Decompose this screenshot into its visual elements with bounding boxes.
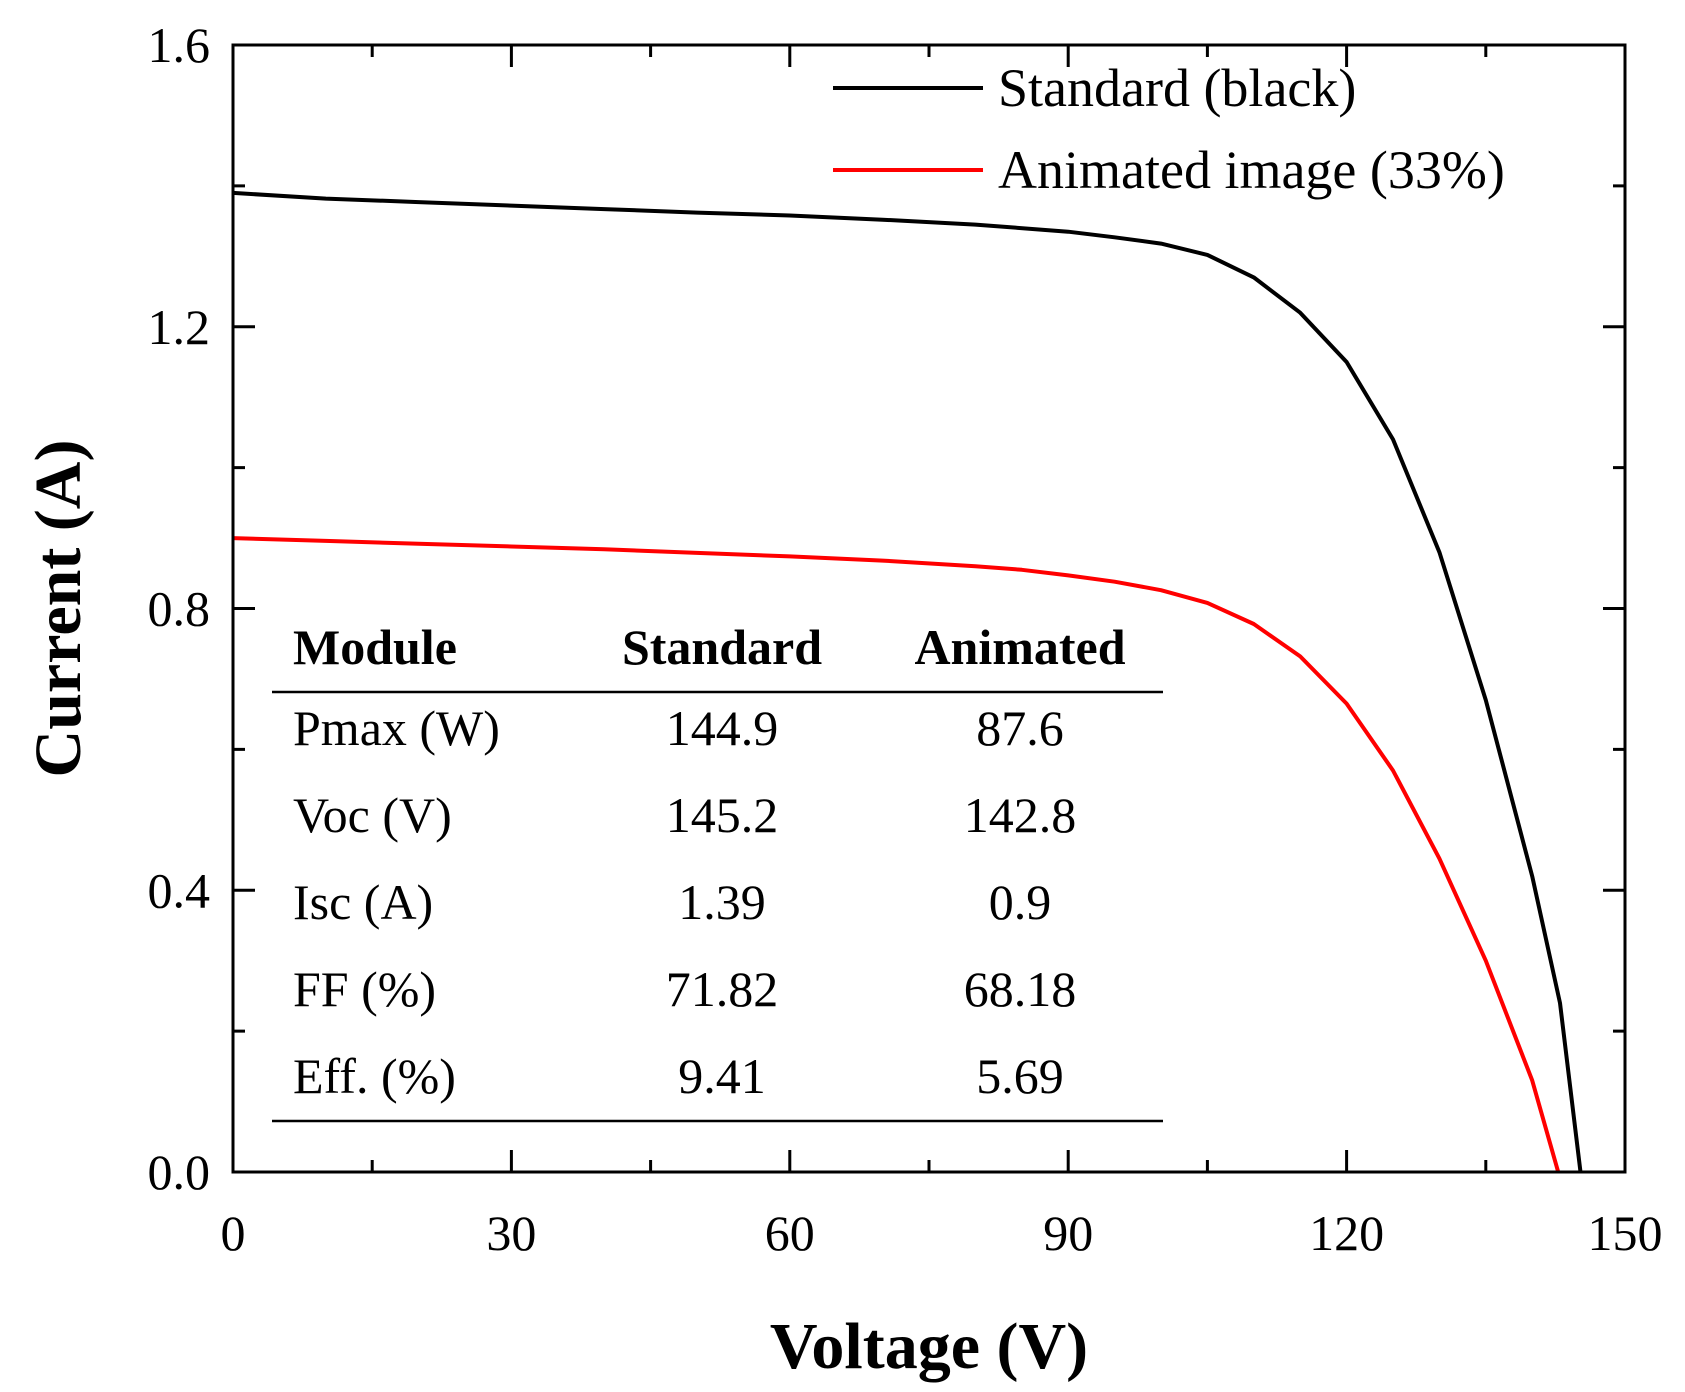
x-tick-label: 90 (1043, 1205, 1093, 1261)
table-header-cell: Standard (622, 619, 822, 675)
table-cell: 0.9 (989, 874, 1052, 930)
series-line-animated (232, 536, 1561, 1173)
table-cell: 87.6 (976, 700, 1064, 756)
x-axis: 0 30 60 90 120 150 (221, 45, 1663, 1261)
table-cell: 5.69 (976, 1048, 1064, 1104)
x-tick-label: 120 (1309, 1205, 1384, 1261)
x-tick-label: 0 (221, 1205, 246, 1261)
table-cell: Isc (A) (293, 874, 433, 930)
inset-table: Module Standard Animated Pmax (W) 144.9 87.6 V… (272, 619, 1163, 1123)
table-cell: 71.82 (666, 961, 779, 1017)
y-tick-label: 0.0 (148, 1144, 211, 1200)
y-tick-label: 0.4 (148, 862, 211, 918)
table-cell: 1.39 (678, 874, 766, 930)
table-cell: 68.18 (964, 961, 1077, 1017)
y-axis: 0.0 0.4 0.8 1.2 1.6 (148, 17, 1625, 1200)
table-cell: 145.2 (666, 787, 779, 843)
table-cell: 9.41 (678, 1048, 766, 1104)
y-axis-title: Current (A) (22, 440, 95, 778)
legend-label: Standard (black) (998, 58, 1356, 118)
legend: Standard (black) Animated image (33%) (833, 58, 1505, 200)
table-cell: 144.9 (666, 700, 779, 756)
y-tick-label: 1.2 (148, 299, 211, 355)
series-layer (232, 190, 1583, 1173)
y-tick-label: 0.8 (148, 581, 211, 637)
table-cell: 142.8 (964, 787, 1077, 843)
legend-label: Animated image (33%) (998, 140, 1505, 200)
table-header-cell: Module (293, 619, 457, 675)
plot-frame (231, 43, 1627, 1174)
y-tick-label: 1.6 (148, 17, 211, 73)
table-header-cell: Animated (914, 619, 1125, 675)
series-line-standard (232, 190, 1583, 1173)
table-cell: Pmax (W) (293, 700, 500, 756)
table-cell: FF (%) (293, 961, 436, 1017)
table-cell: Eff. (%) (293, 1048, 456, 1104)
x-tick-label: 30 (486, 1205, 536, 1261)
table-cell: Voc (V) (293, 787, 452, 843)
x-axis-title: Voltage (V) (770, 1310, 1088, 1383)
x-tick-label: 150 (1588, 1205, 1663, 1261)
x-tick-label: 60 (765, 1205, 815, 1261)
